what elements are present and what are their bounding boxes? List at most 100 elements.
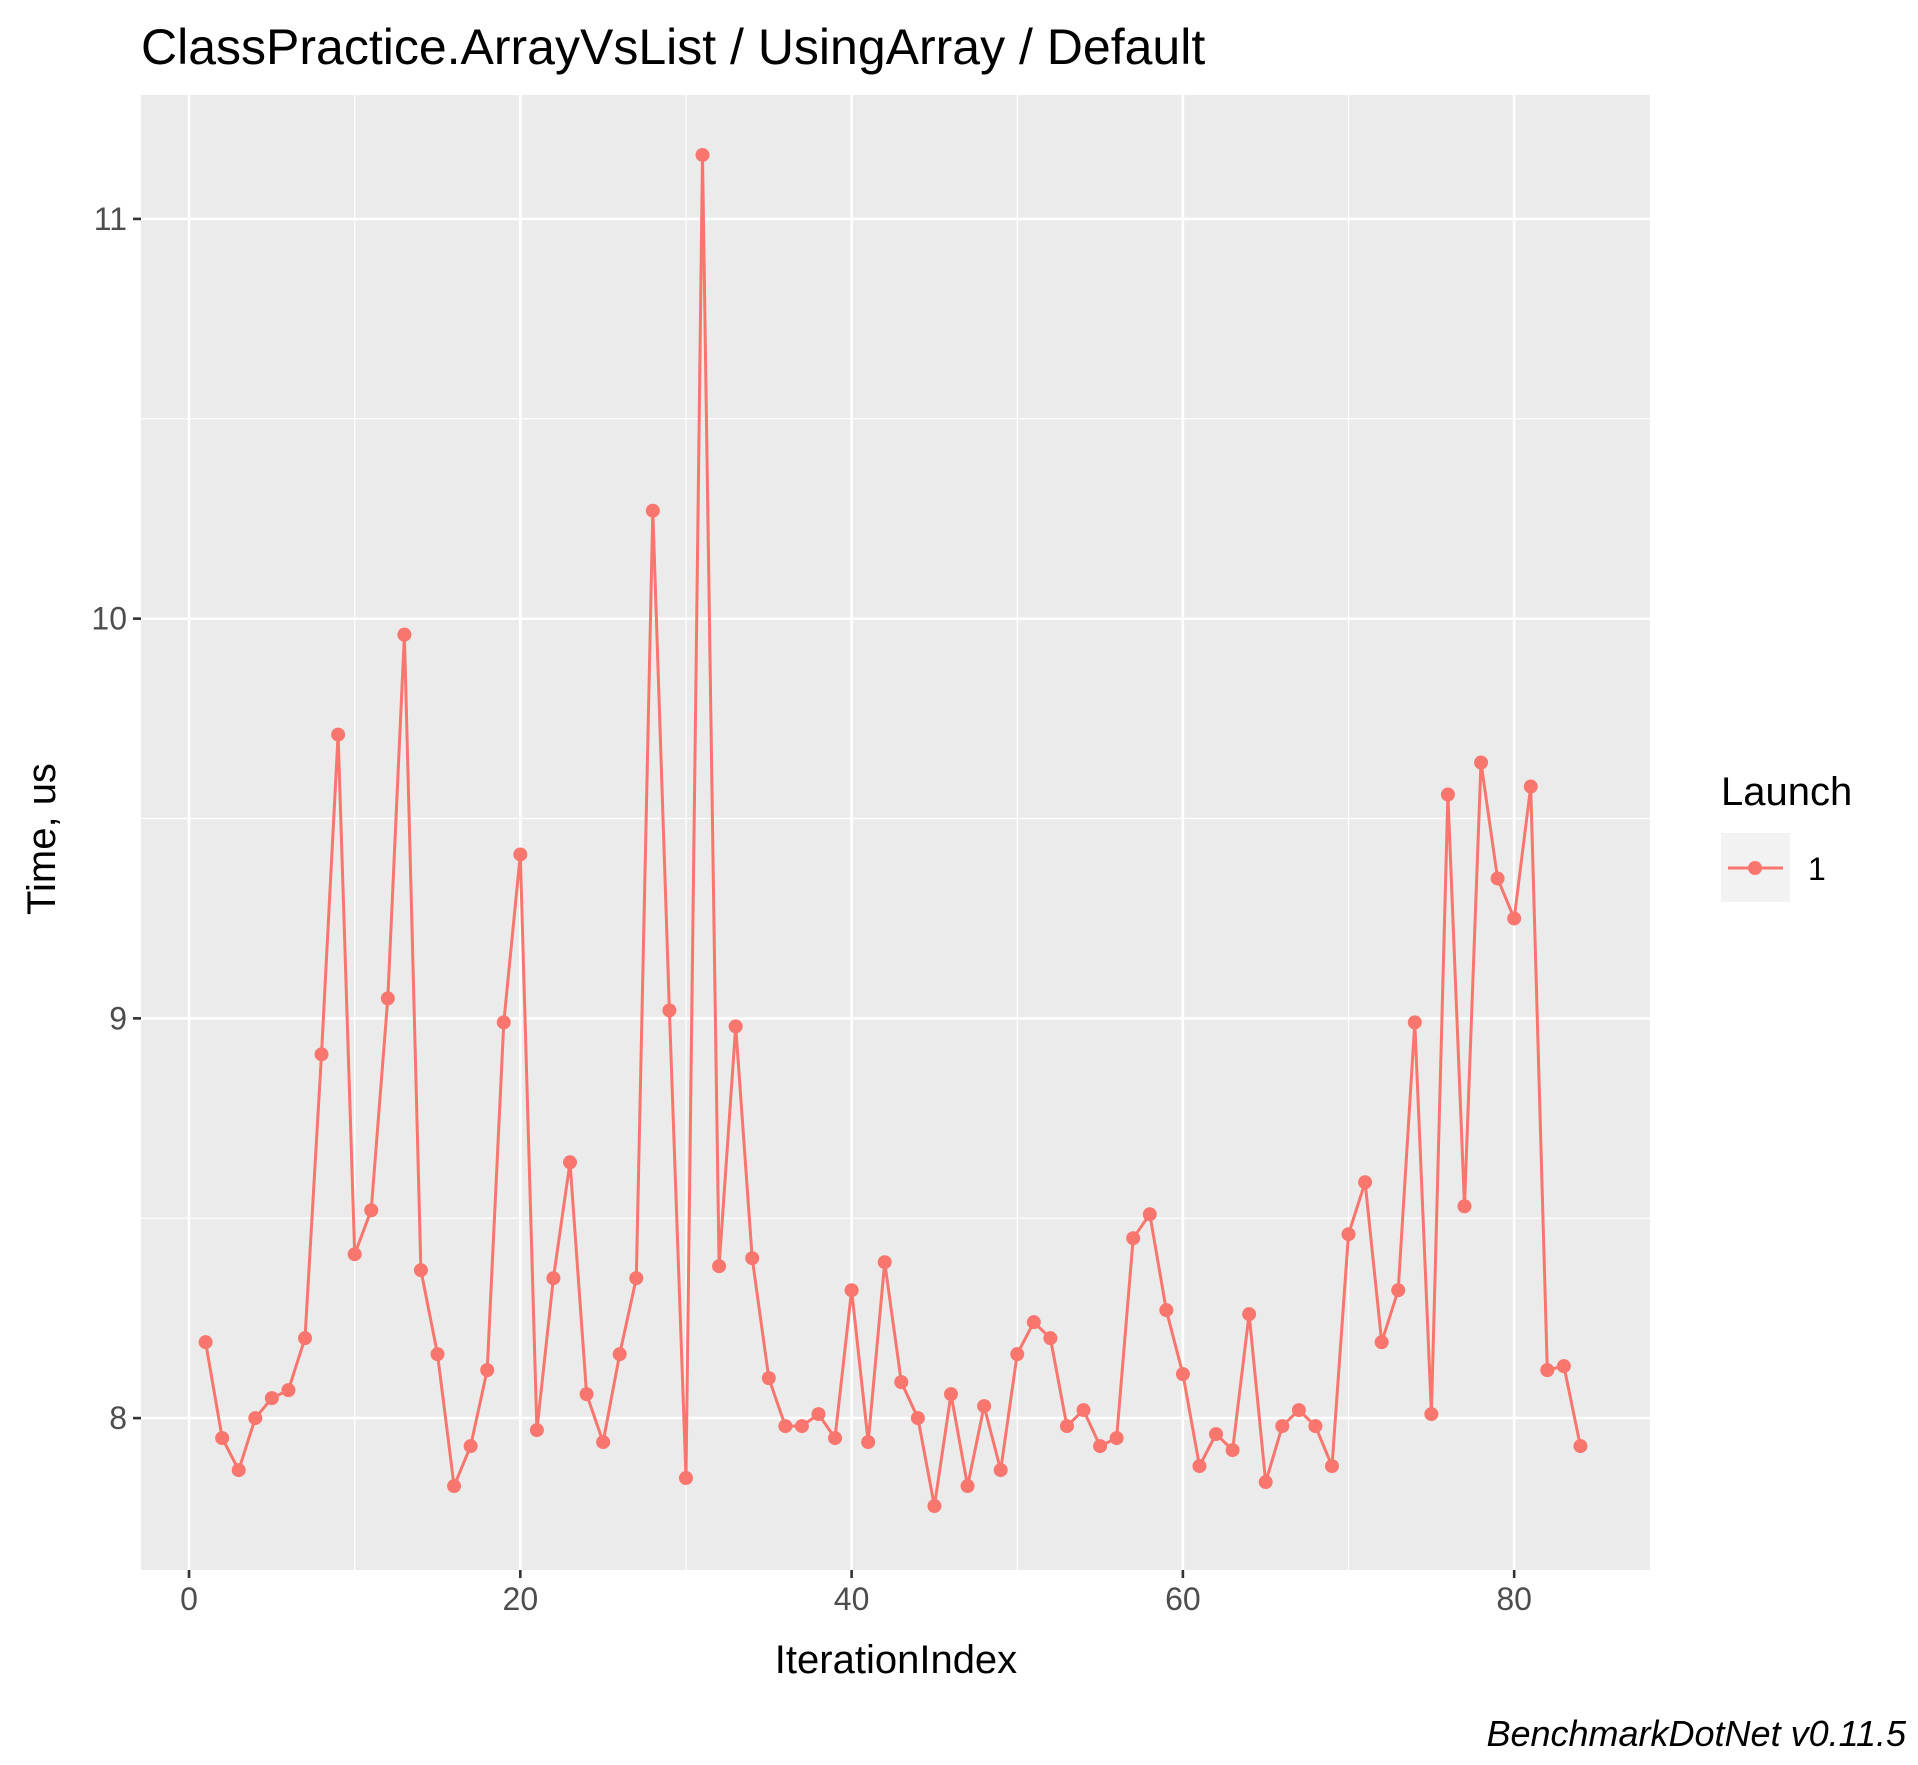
data-point (447, 1479, 462, 1494)
data-point (463, 1439, 478, 1454)
data-point (347, 1247, 362, 1262)
data-point (645, 503, 660, 518)
x-tick-label: 80 (1496, 1581, 1532, 1617)
data-point (1540, 1363, 1555, 1378)
data-point (1556, 1359, 1571, 1374)
data-point (629, 1271, 644, 1286)
data-point (844, 1283, 859, 1298)
data-point (314, 1047, 329, 1062)
data-point (198, 1335, 213, 1350)
data-point (1275, 1419, 1290, 1434)
data-point (745, 1251, 760, 1266)
data-point (1474, 755, 1489, 770)
data-point (1026, 1315, 1041, 1330)
data-point (1391, 1283, 1406, 1298)
series-layer (198, 147, 1588, 1514)
data-point (231, 1463, 246, 1478)
data-point (546, 1271, 561, 1286)
data-point (1523, 779, 1538, 794)
data-point (993, 1463, 1008, 1478)
data-point (943, 1387, 958, 1402)
data-point (1457, 1199, 1472, 1214)
data-point (1507, 911, 1522, 926)
data-point (1192, 1459, 1207, 1474)
data-point (331, 727, 346, 742)
data-point (380, 991, 395, 1006)
data-point (828, 1431, 843, 1446)
data-point (1424, 1407, 1439, 1422)
data-point (678, 1471, 693, 1486)
data-point (430, 1347, 445, 1362)
x-tick-label: 40 (834, 1581, 870, 1617)
data-point (1440, 787, 1455, 802)
data-point (794, 1419, 809, 1434)
data-point (1374, 1335, 1389, 1350)
legend-key-point (1748, 861, 1762, 875)
data-point (480, 1363, 495, 1378)
data-point (1059, 1419, 1074, 1434)
data-point (215, 1431, 230, 1446)
data-point (496, 1015, 511, 1030)
data-point (1258, 1475, 1273, 1490)
data-point (877, 1255, 892, 1270)
data-point (761, 1371, 776, 1386)
data-point (1159, 1303, 1174, 1318)
data-point (960, 1479, 975, 1494)
data-point (861, 1435, 876, 1450)
series-line (204, 153, 1582, 1508)
data-point (1010, 1347, 1025, 1362)
chart-title: ClassPractice.ArrayVsList / UsingArray /… (141, 19, 1205, 75)
legend: Launch 1 (1721, 770, 1852, 902)
data-point (264, 1391, 279, 1406)
data-point (563, 1155, 578, 1170)
panel-background (141, 95, 1650, 1570)
data-point (513, 847, 528, 862)
data-point (1076, 1403, 1091, 1418)
chart-caption: BenchmarkDotNet v0.11.5 (1486, 1713, 1907, 1754)
data-point (1043, 1331, 1058, 1346)
y-tick-label: 10 (91, 601, 127, 637)
data-point (1341, 1227, 1356, 1242)
data-point (811, 1407, 826, 1422)
data-point (281, 1383, 296, 1398)
plot-panel (141, 95, 1650, 1570)
data-point (1142, 1207, 1157, 1222)
data-point (1573, 1439, 1588, 1454)
data-point (1291, 1403, 1306, 1418)
y-axis-title: Time, us (20, 763, 64, 915)
data-point (728, 1019, 743, 1034)
data-point (397, 627, 412, 642)
legend-label-series-1: 1 (1808, 851, 1826, 887)
data-point (1209, 1427, 1224, 1442)
data-point (1093, 1439, 1108, 1454)
data-point (662, 1003, 677, 1018)
x-tick-label: 0 (180, 1581, 198, 1617)
data-point (712, 1259, 727, 1274)
data-point (1175, 1367, 1190, 1382)
y-tick-label: 8 (109, 1400, 127, 1436)
x-tick-label: 60 (1165, 1581, 1201, 1617)
y-tick-label: 11 (94, 201, 127, 237)
y-tick-label: 9 (109, 1000, 127, 1036)
legend-title: Launch (1721, 770, 1852, 814)
data-point (413, 1263, 428, 1278)
data-point (1490, 871, 1505, 886)
data-point (1358, 1175, 1373, 1190)
data-point (1324, 1459, 1339, 1474)
data-point (894, 1375, 909, 1390)
data-point (1308, 1419, 1323, 1434)
grid (141, 95, 1650, 1570)
data-point (529, 1423, 544, 1438)
data-point (910, 1411, 925, 1426)
data-point (579, 1387, 594, 1402)
data-point (977, 1399, 992, 1414)
data-point (612, 1347, 627, 1362)
data-point (248, 1411, 263, 1426)
data-point (1126, 1231, 1141, 1246)
data-point (297, 1331, 312, 1346)
x-axis-title: IterationIndex (775, 1638, 1017, 1682)
data-point (778, 1419, 793, 1434)
x-tick-label: 20 (503, 1581, 539, 1617)
data-point (1242, 1307, 1257, 1322)
